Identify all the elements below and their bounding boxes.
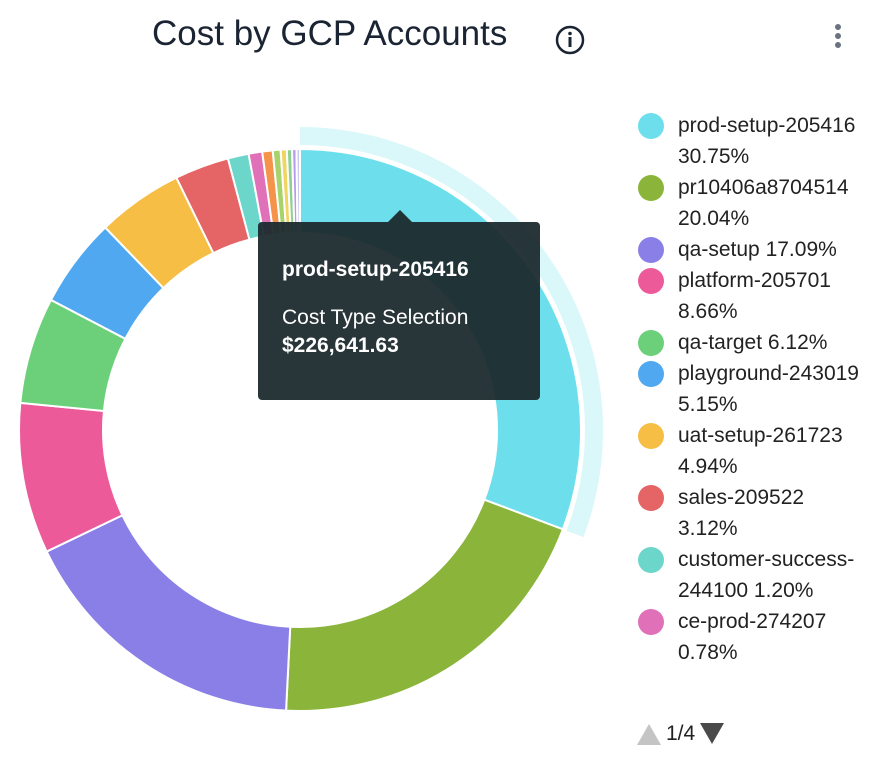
page-up[interactable] (636, 722, 662, 746)
legend-text: platform-205701 8.66% (678, 265, 868, 327)
legend-text: qa-target 6.12% (678, 327, 868, 358)
legend-text: sales-209522 3.12% (678, 482, 868, 544)
legend-swatch (638, 485, 664, 511)
legend-label: playground-243019 (678, 362, 859, 385)
legend-percent: 4.94% (678, 455, 738, 478)
legend-text: prod-setup-205416 30.75% (678, 110, 868, 172)
legend-text: qa-setup 17.09% (678, 234, 868, 265)
legend-percent: 17.09% (765, 238, 837, 261)
legend-item[interactable]: sales-209522 3.12% (638, 482, 890, 544)
legend-text: uat-setup-261723 4.94% (678, 420, 868, 482)
legend-text: pr10406a8704514 20.04% (678, 172, 868, 234)
legend-item[interactable]: qa-setup 17.09% (638, 234, 890, 265)
legend-swatch (638, 330, 664, 356)
legend-swatch (638, 361, 664, 387)
legend-item[interactable]: platform-205701 8.66% (638, 265, 890, 327)
legend-percent: 6.12% (767, 331, 828, 354)
tooltip-title: prod-setup-205416 (282, 258, 469, 281)
legend-percent: 30.75% (678, 145, 750, 168)
legend-percent: 3.12% (678, 517, 738, 540)
legend-text: ce-prod-274207 0.78% (678, 606, 868, 668)
legend-item[interactable]: qa-target 6.12% (638, 327, 890, 358)
legend-label: sales-209522 (678, 486, 805, 509)
legend-label: ce-prod-274207 (678, 610, 827, 633)
slice (45, 513, 292, 712)
legend-percent: 1.20% (753, 579, 814, 602)
legend-swatch (638, 547, 664, 573)
legend-item[interactable]: pr10406a8704514 20.04% (638, 172, 890, 234)
legend-percent: 5.15% (678, 393, 738, 416)
legend-label: customer-success-244100 (678, 548, 855, 602)
menu-button[interactable] (826, 22, 850, 52)
info-icon[interactable] (552, 22, 588, 58)
legend-swatch (638, 237, 664, 263)
legend-percent: 8.66% (678, 300, 738, 323)
legend-label: prod-setup-205416 (678, 114, 856, 137)
legend-label: qa-target (678, 331, 763, 354)
legend-pager: 1/4 (636, 722, 725, 746)
legend-item[interactable]: customer-success-244100 1.20% (638, 544, 890, 606)
legend-percent: 0.78% (678, 641, 738, 664)
tooltip: prod-setup-205416 Cost Type Selection $2… (258, 210, 540, 400)
page-down[interactable] (699, 722, 725, 746)
legend: prod-setup-205416 30.75% pr10406a8704514 … (638, 110, 890, 710)
tooltip-series: Cost Type Selection (282, 306, 469, 329)
legend-label: platform-205701 (678, 269, 831, 292)
legend-percent: 20.04% (678, 207, 750, 230)
slice (285, 498, 565, 712)
legend-swatch (638, 609, 664, 635)
tooltip-value: $226,641.63 (282, 334, 399, 357)
legend-item[interactable]: playground-243019 5.15% (638, 358, 890, 420)
legend-item[interactable]: uat-setup-261723 4.94% (638, 420, 890, 482)
legend-item[interactable]: ce-prod-274207 0.78% (638, 606, 890, 668)
slice (295, 147, 301, 235)
legend-text: playground-243019 5.15% (678, 358, 868, 420)
legend-label: pr10406a8704514 (678, 176, 849, 199)
legend-label: uat-setup-261723 (678, 424, 843, 447)
legend-label: qa-setup (678, 238, 760, 261)
legend-text: customer-success-244100 1.20% (678, 544, 868, 606)
legend-swatch (638, 268, 664, 294)
legend-swatch (638, 113, 664, 139)
legend-swatch (638, 423, 664, 449)
legend-swatch (638, 175, 664, 201)
legend-item[interactable]: prod-setup-205416 30.75% (638, 110, 890, 172)
chart-title: Cost by GCP Accounts (152, 14, 508, 53)
page-indicator: 1/4 (666, 722, 696, 745)
